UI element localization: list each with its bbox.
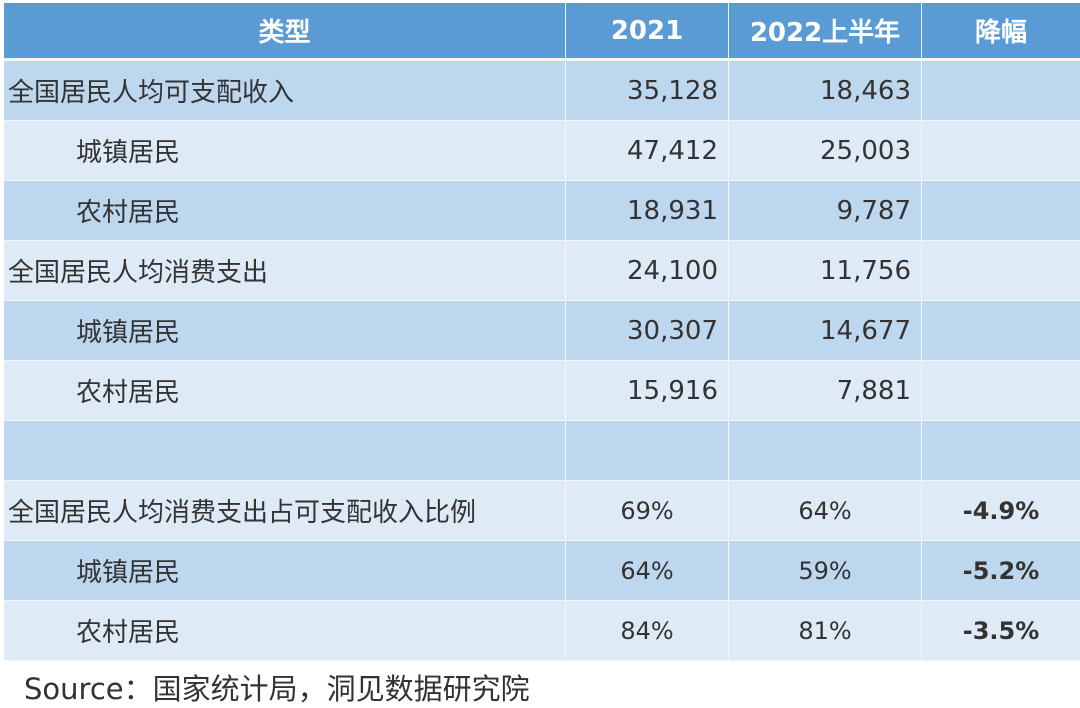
value-2021: 84% [566, 601, 729, 660]
table-header: 类型 2021 2022上半年 降幅 [4, 3, 1080, 61]
value-2022h1: 7,881 [729, 361, 922, 420]
value-2021: 15,916 [566, 361, 729, 420]
value-change [922, 181, 1080, 240]
table-row: 全国居民人均消费支出 24,100 11,756 [4, 241, 1080, 301]
value-2021: 69% [566, 481, 729, 540]
table-row: 全国居民人均消费支出占可支配收入比例 69% 64% -4.9% [4, 481, 1080, 541]
value-change: -3.5% [962, 616, 1040, 645]
row-label: 城镇居民 [4, 121, 566, 180]
row-label: 农村居民 [4, 361, 566, 420]
value-2022h1: 59% [729, 541, 922, 600]
table-row: 城镇居民 64% 59% -5.2% [4, 541, 1080, 601]
value-change [922, 61, 1080, 120]
value-2022h1: 14,677 [729, 301, 922, 360]
table-row [4, 421, 1080, 481]
header-change: 降幅 [974, 18, 1027, 48]
value-2021: 64% [566, 541, 729, 600]
value-2022h1: 64% [729, 481, 922, 540]
table-row: 城镇居民 30,307 14,677 [4, 301, 1080, 361]
value-2021: 18,931 [566, 181, 729, 240]
value-2022h1: 11,756 [729, 241, 922, 300]
value-2021: 24,100 [566, 241, 729, 300]
row-label: 农村居民 [4, 601, 566, 660]
table-row: 城镇居民 47,412 25,003 [4, 121, 1080, 181]
row-label [4, 421, 566, 480]
value-2022h1 [729, 421, 922, 480]
value-change: -4.9% [962, 496, 1040, 525]
value-2021: 30,307 [566, 301, 729, 360]
row-label: 全国居民人均消费支出 [4, 241, 566, 300]
header-2022h1: 2022上半年 [729, 3, 922, 58]
value-change: -5.2% [962, 556, 1040, 585]
value-2021: 35,128 [566, 61, 729, 120]
value-2022h1: 18,463 [729, 61, 922, 120]
header-type: 类型 [4, 3, 566, 58]
value-2022h1: 25,003 [729, 121, 922, 180]
data-table: 类型 2021 2022上半年 降幅 全国居民人均可支配收入 35,128 18,4… [4, 3, 1080, 661]
value-change [922, 421, 1080, 480]
value-change [922, 361, 1080, 420]
table-row: 农村居民 84% 81% -3.5% [4, 601, 1080, 661]
row-label: 农村居民 [4, 181, 566, 240]
value-change [922, 121, 1080, 180]
row-label: 全国居民人均消费支出占可支配收入比例 [4, 481, 566, 540]
value-change [922, 301, 1080, 360]
value-2022h1: 81% [729, 601, 922, 660]
row-label: 全国居民人均可支配收入 [4, 61, 566, 120]
source-note: Source：国家统计局，洞见数据研究院 [24, 672, 530, 706]
value-2021 [566, 421, 729, 480]
row-label: 城镇居民 [4, 301, 566, 360]
header-2021: 2021 [566, 3, 729, 58]
value-2021: 47,412 [566, 121, 729, 180]
row-label: 城镇居民 [4, 541, 566, 600]
value-2022h1: 9,787 [729, 181, 922, 240]
value-change [922, 241, 1080, 300]
table-row: 农村居民 18,931 9,787 [4, 181, 1080, 241]
table-row: 农村居民 15,916 7,881 [4, 361, 1080, 421]
table-row: 全国居民人均可支配收入 35,128 18,463 [4, 61, 1080, 121]
